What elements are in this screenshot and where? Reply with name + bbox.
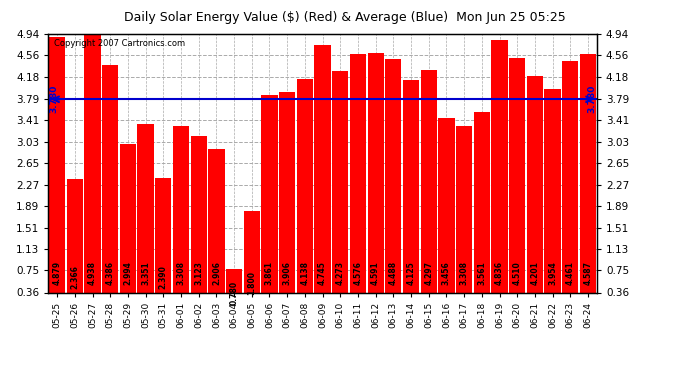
Bar bbox=[526, 75, 543, 313]
Text: Daily Solar Energy Value ($) (Red) & Average (Blue)  Mon Jun 25 05:25: Daily Solar Energy Value ($) (Red) & Ave… bbox=[124, 11, 566, 24]
Text: 4.297: 4.297 bbox=[424, 261, 433, 285]
Bar bbox=[456, 126, 472, 313]
Bar bbox=[368, 54, 384, 313]
Text: 2.994: 2.994 bbox=[124, 261, 132, 285]
Text: 3.308: 3.308 bbox=[177, 261, 186, 285]
Bar bbox=[403, 80, 420, 313]
Text: 4.386: 4.386 bbox=[106, 261, 115, 285]
Text: 4.461: 4.461 bbox=[566, 261, 575, 285]
Bar bbox=[190, 136, 207, 313]
Bar bbox=[120, 144, 136, 313]
Text: 4.488: 4.488 bbox=[389, 261, 398, 285]
Text: 4.125: 4.125 bbox=[406, 261, 415, 285]
Bar bbox=[315, 45, 331, 313]
Text: 3.906: 3.906 bbox=[283, 261, 292, 285]
Bar bbox=[226, 269, 242, 313]
Bar bbox=[208, 148, 224, 313]
Text: Copyright 2007 Cartronics.com: Copyright 2007 Cartronics.com bbox=[54, 39, 185, 48]
Text: 3.861: 3.861 bbox=[265, 261, 274, 285]
Bar bbox=[580, 54, 596, 313]
Text: 3.308: 3.308 bbox=[460, 261, 469, 285]
Text: 3.780: 3.780 bbox=[588, 85, 597, 114]
Text: 4.938: 4.938 bbox=[88, 261, 97, 285]
Bar bbox=[544, 90, 561, 313]
Bar bbox=[562, 61, 578, 313]
Text: 2.390: 2.390 bbox=[159, 265, 168, 288]
Text: 3.123: 3.123 bbox=[194, 261, 204, 285]
Text: 4.510: 4.510 bbox=[513, 261, 522, 285]
Bar bbox=[438, 118, 455, 313]
Bar bbox=[332, 71, 348, 313]
Text: 3.351: 3.351 bbox=[141, 261, 150, 285]
Bar bbox=[474, 112, 490, 313]
Bar bbox=[491, 40, 508, 313]
Bar bbox=[49, 37, 66, 313]
Bar bbox=[244, 211, 260, 313]
Text: 4.138: 4.138 bbox=[300, 261, 309, 285]
Text: 1.800: 1.800 bbox=[247, 270, 256, 294]
Text: 3.456: 3.456 bbox=[442, 261, 451, 285]
Text: 4.576: 4.576 bbox=[353, 261, 362, 285]
Bar bbox=[350, 54, 366, 313]
Bar bbox=[262, 95, 277, 313]
Text: 4.836: 4.836 bbox=[495, 261, 504, 285]
Text: 4.879: 4.879 bbox=[52, 261, 61, 285]
Bar bbox=[421, 70, 437, 313]
Bar bbox=[385, 59, 402, 313]
Text: 2.906: 2.906 bbox=[212, 261, 221, 285]
Text: 4.591: 4.591 bbox=[371, 261, 380, 285]
Text: 3.780: 3.780 bbox=[49, 85, 58, 114]
Bar bbox=[137, 123, 154, 313]
Bar bbox=[102, 65, 119, 313]
Bar bbox=[67, 179, 83, 313]
Text: 4.745: 4.745 bbox=[318, 261, 327, 285]
Text: 4.587: 4.587 bbox=[584, 261, 593, 285]
Text: 4.273: 4.273 bbox=[336, 261, 345, 285]
Text: 3.561: 3.561 bbox=[477, 261, 486, 285]
Text: 3.954: 3.954 bbox=[548, 261, 557, 285]
Text: 0.780: 0.780 bbox=[230, 281, 239, 305]
Text: 4.201: 4.201 bbox=[531, 261, 540, 285]
Bar bbox=[279, 92, 295, 313]
Bar bbox=[84, 34, 101, 313]
Bar bbox=[509, 58, 525, 313]
Bar bbox=[173, 126, 189, 313]
Bar bbox=[297, 79, 313, 313]
Text: 2.366: 2.366 bbox=[70, 265, 79, 289]
Bar bbox=[155, 178, 171, 313]
